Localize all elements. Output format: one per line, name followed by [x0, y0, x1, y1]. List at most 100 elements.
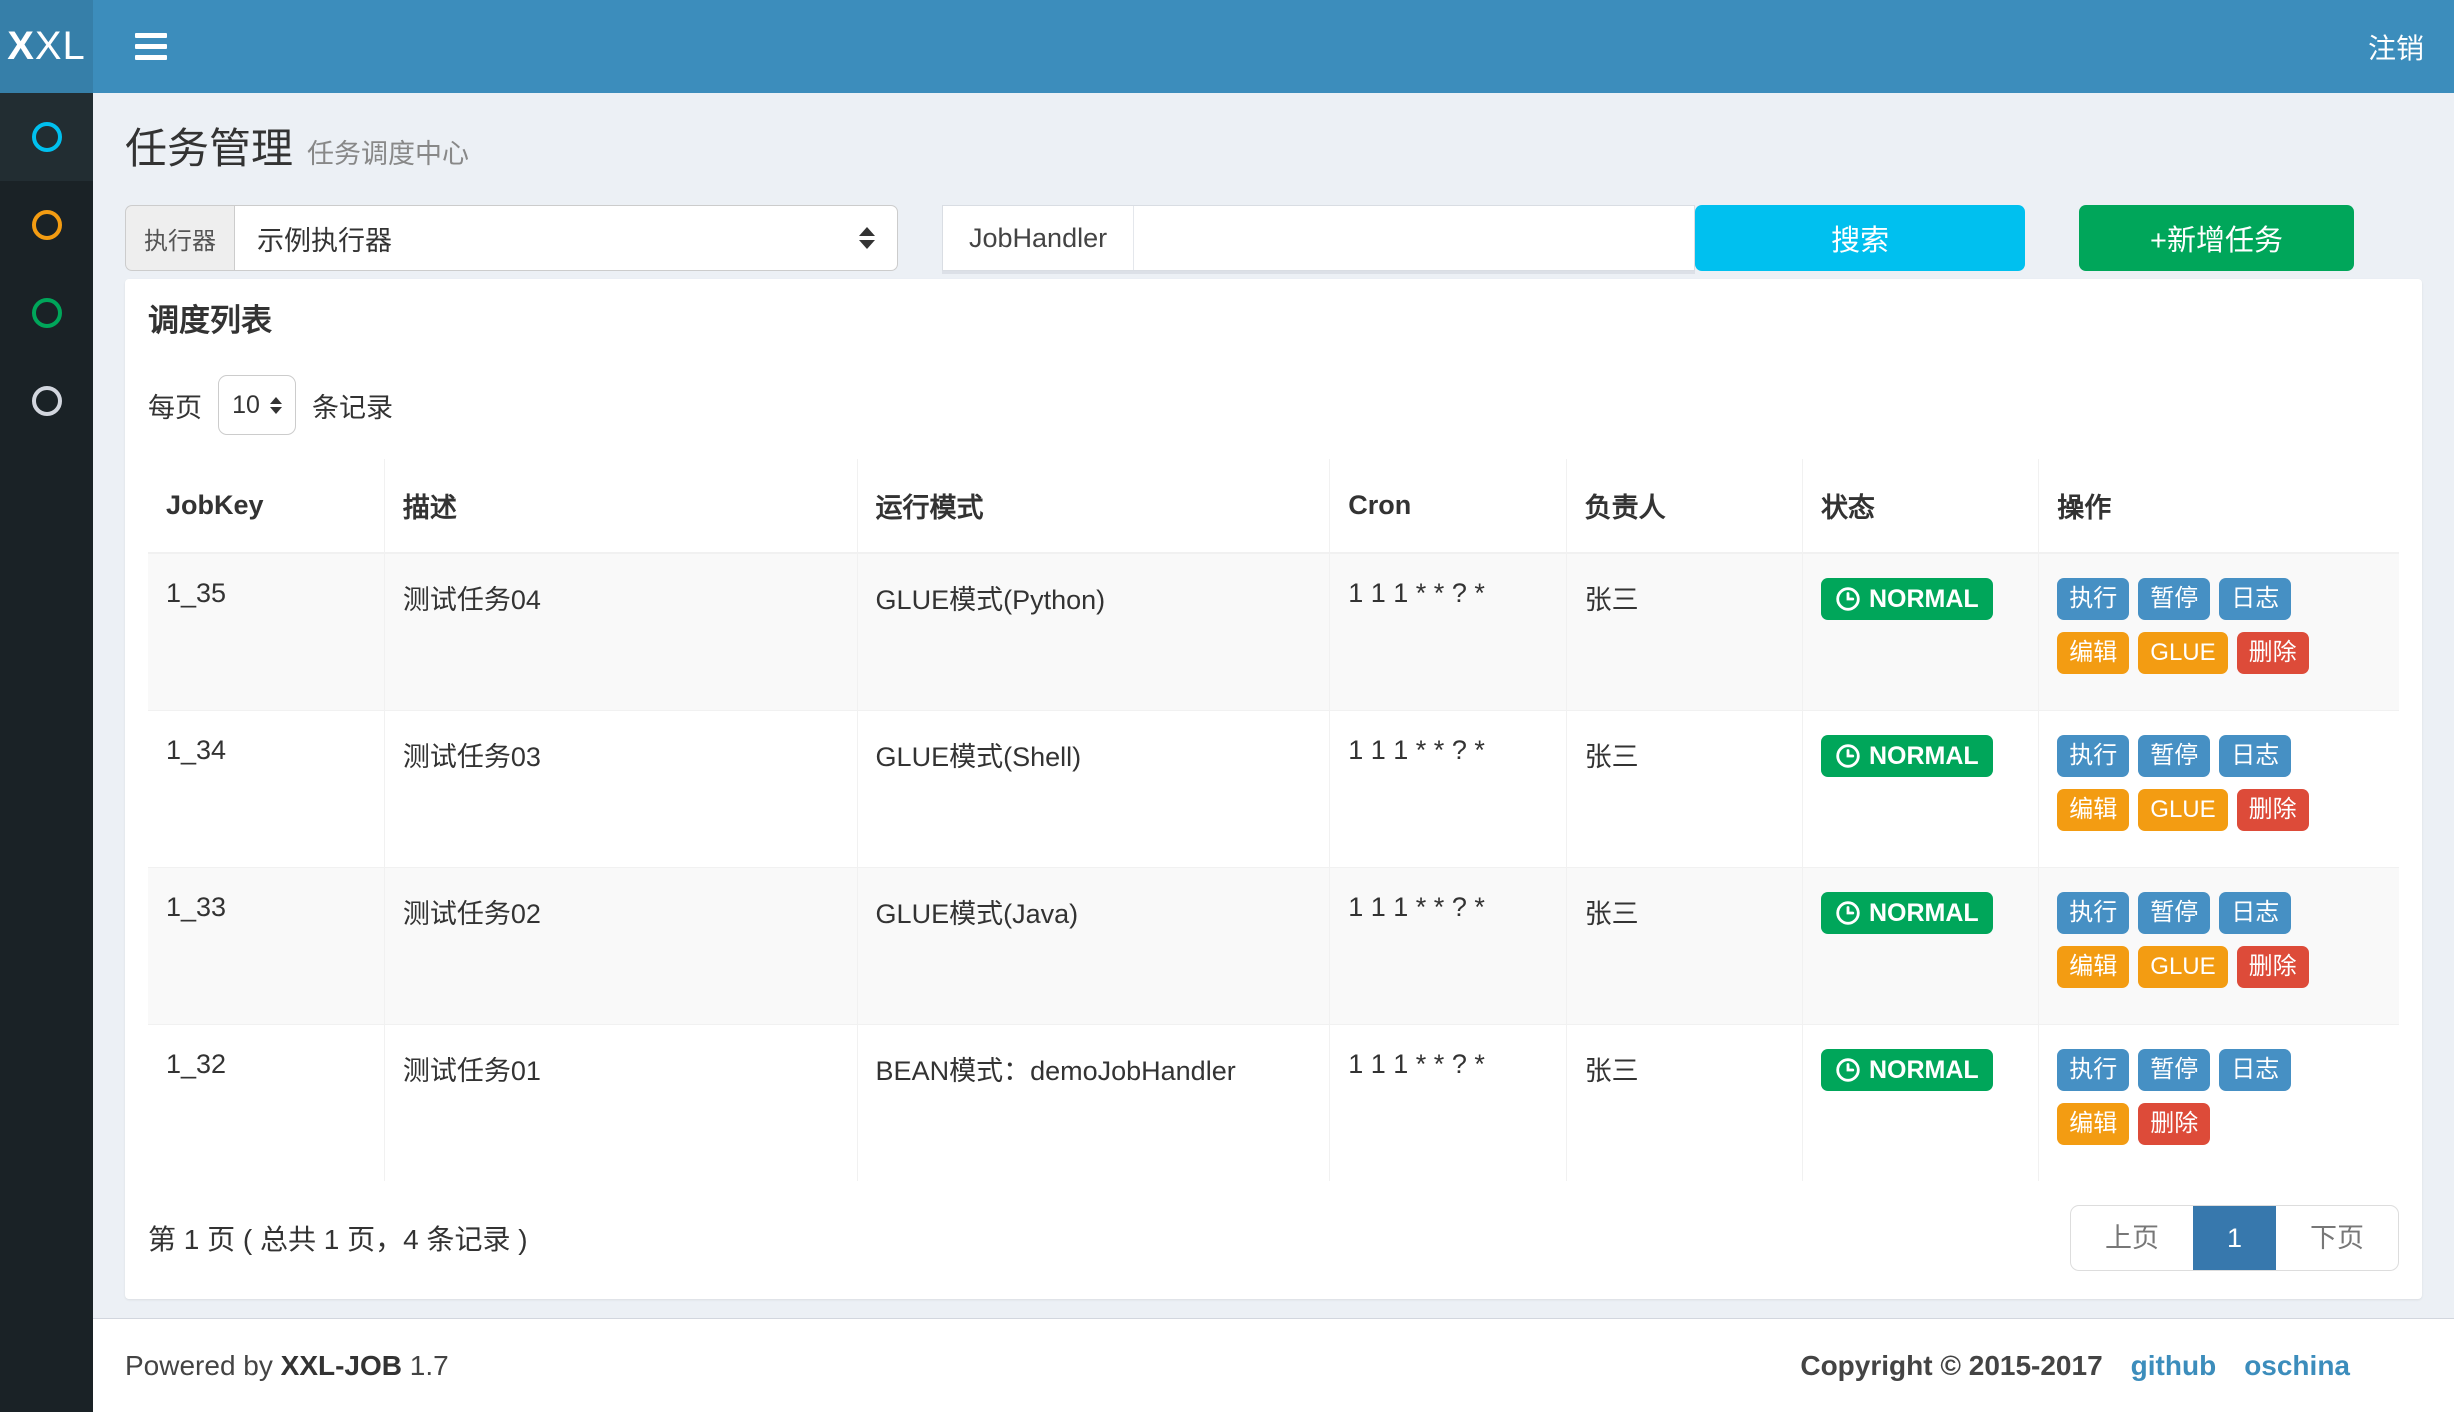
edit-button[interactable]: 编辑	[2057, 789, 2130, 831]
cell-owner: 张三	[1565, 867, 1803, 1025]
circle-icon	[31, 122, 62, 152]
panel-title: 调度列表	[148, 303, 272, 338]
app-logo[interactable]: X XL	[0, 0, 93, 93]
next-page-button[interactable]: 下页	[2310, 1223, 2364, 1253]
oschina-link[interactable]: oschina	[2244, 1349, 2350, 1381]
prev-page-button[interactable]: 上页	[2104, 1223, 2159, 1253]
page-size-suffix: 条记录	[312, 392, 393, 423]
circle-icon	[31, 210, 62, 240]
delete-button[interactable]: 删除	[2138, 1103, 2211, 1145]
table-header-row: JobKey 描述 运行模式 Cron 负责人 状态 操作	[148, 459, 2399, 554]
executor-selected-value: 示例执行器	[257, 225, 392, 256]
glue-button[interactable]: GLUE	[2138, 632, 2228, 674]
log-button[interactable]: 日志	[2219, 1049, 2292, 1091]
sidebar-nav	[0, 93, 93, 1412]
clock-icon	[1836, 744, 1860, 768]
log-button[interactable]: 日志	[2219, 578, 2292, 620]
col-header-owner: 负责人	[1565, 459, 1803, 554]
sidebar-item-3[interactable]	[0, 269, 93, 357]
github-link[interactable]: github	[2130, 1349, 2217, 1381]
table-row: 1_32 测试任务01 BEAN模式：demoJobHandler 1 1 1 …	[148, 1024, 2399, 1181]
logout-link[interactable]: 注销	[2367, 32, 2424, 64]
cell-status: NORMAL	[1801, 1024, 2039, 1181]
cell-mode: GLUE模式(Python)	[856, 552, 1330, 711]
page-size-prefix: 每页	[148, 392, 202, 423]
delete-button[interactable]: 删除	[2236, 789, 2309, 831]
cell-cron: 1 1 1 * * ? *	[1329, 1024, 1567, 1181]
add-job-button[interactable]: +新增任务	[2079, 205, 2354, 271]
col-header-desc: 描述	[383, 459, 858, 554]
page-footer: Powered by XXL-JOB 1.7 Copyright © 2015-…	[93, 1318, 2454, 1412]
page-subtitle: 任务调度中心	[307, 139, 470, 169]
cell-jobkey: 1_35	[148, 552, 385, 711]
cell-status: NORMAL	[1801, 552, 2039, 711]
jobhandler-input[interactable]	[1134, 206, 1695, 270]
main-content: 任务管理 任务调度中心 执行器 示例执行器 JobHandler 搜索 +新增任务…	[93, 93, 2454, 1412]
powered-by: Powered by XXL-JOB 1.7	[125, 1349, 449, 1381]
cell-jobkey: 1_32	[148, 1024, 385, 1181]
cell-cron: 1 1 1 * * ? *	[1329, 867, 1567, 1025]
table-row: 1_35 测试任务04 GLUE模式(Python) 1 1 1 * * ? *…	[148, 552, 2399, 711]
run-button[interactable]: 执行	[2057, 892, 2130, 934]
sidebar-item-4[interactable]	[0, 357, 93, 445]
pause-button[interactable]: 暂停	[2138, 578, 2211, 620]
cell-cron: 1 1 1 * * ? *	[1329, 552, 1567, 711]
logo-text-bold: X	[7, 24, 35, 68]
page-size-control: 每页 10 条记录	[148, 375, 2399, 435]
page-size-select[interactable]: 10	[218, 375, 296, 435]
cell-desc: 测试任务04	[383, 552, 858, 711]
sidebar-item-2[interactable]	[0, 181, 93, 269]
page-size-value: 10	[232, 390, 260, 419]
edit-button[interactable]: 编辑	[2057, 946, 2130, 988]
pause-button[interactable]: 暂停	[2138, 735, 2211, 777]
executor-filter-group: 执行器 示例执行器	[125, 205, 898, 271]
cell-actions: 执行 暂停 日志 编辑 删除	[2038, 1024, 2399, 1181]
current-page-button[interactable]: 1	[2192, 1206, 2276, 1270]
col-header-mode: 运行模式	[856, 459, 1330, 554]
table-row: 1_33 测试任务02 GLUE模式(Java) 1 1 1 * * ? * 张…	[148, 867, 2399, 1025]
log-button[interactable]: 日志	[2219, 892, 2292, 934]
executor-select[interactable]: 示例执行器	[234, 205, 898, 271]
cell-status: NORMAL	[1801, 710, 2039, 868]
col-header-cron: Cron	[1329, 459, 1567, 554]
col-header-jobkey: JobKey	[148, 459, 385, 554]
select-caret-icon	[859, 227, 875, 249]
clock-icon	[1836, 1058, 1860, 1082]
cell-desc: 测试任务01	[383, 1024, 858, 1181]
glue-button[interactable]: GLUE	[2138, 789, 2228, 831]
status-badge: NORMAL	[1820, 578, 1993, 620]
pagination-info: 第 1 页 ( 总共 1 页，4 条记录 )	[148, 1224, 528, 1255]
search-button[interactable]: 搜索	[1695, 205, 2026, 271]
product-version: 1.7	[409, 1349, 449, 1381]
delete-button[interactable]: 删除	[2236, 632, 2309, 674]
cell-mode: GLUE模式(Java)	[856, 867, 1330, 1025]
status-badge: NORMAL	[1820, 1049, 1993, 1091]
col-header-ops: 操作	[2038, 459, 2399, 554]
page-title: 任务管理	[125, 125, 294, 172]
edit-button[interactable]: 编辑	[2057, 1103, 2130, 1145]
jobhandler-filter-group: JobHandler	[942, 205, 1696, 271]
clock-icon	[1836, 587, 1860, 611]
pager: 上页 1 下页	[2069, 1205, 2399, 1271]
circle-icon	[31, 298, 62, 328]
cell-owner: 张三	[1565, 552, 1803, 711]
sidebar-toggle-icon[interactable]	[125, 23, 177, 70]
select-caret-icon	[269, 396, 282, 414]
run-button[interactable]: 执行	[2057, 578, 2130, 620]
delete-button[interactable]: 删除	[2236, 946, 2309, 988]
run-button[interactable]: 执行	[2057, 1049, 2130, 1091]
glue-button[interactable]: GLUE	[2138, 946, 2228, 988]
logo-text-light: XL	[34, 24, 86, 68]
status-badge: NORMAL	[1820, 735, 1993, 777]
edit-button[interactable]: 编辑	[2057, 632, 2130, 674]
pause-button[interactable]: 暂停	[2138, 1049, 2211, 1091]
cell-owner: 张三	[1565, 1024, 1803, 1181]
clock-icon	[1836, 901, 1860, 925]
cell-mode: GLUE模式(Shell)	[856, 710, 1330, 868]
pause-button[interactable]: 暂停	[2138, 892, 2211, 934]
pagination-bar: 第 1 页 ( 总共 1 页，4 条记录 ) 上页 1 下页	[148, 1205, 2399, 1271]
run-button[interactable]: 执行	[2057, 735, 2130, 777]
log-button[interactable]: 日志	[2219, 735, 2292, 777]
content-header: 任务管理 任务调度中心	[93, 93, 2454, 187]
sidebar-item-job-manage[interactable]	[0, 93, 93, 181]
